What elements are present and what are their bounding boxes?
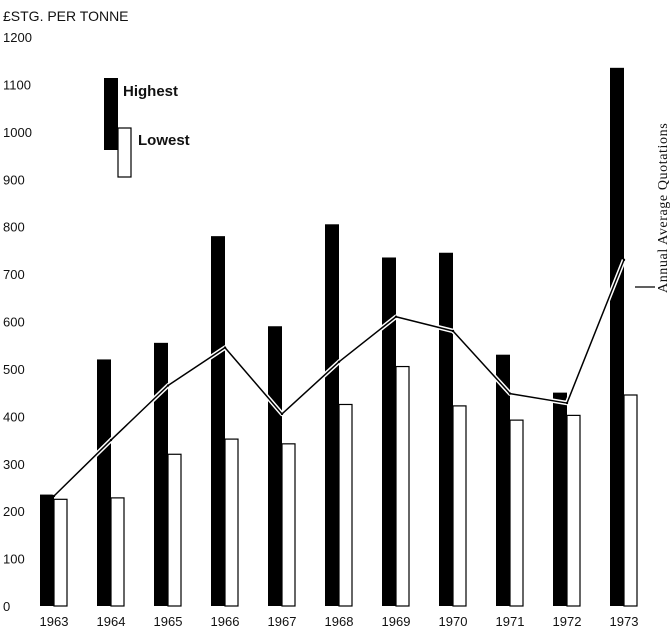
legend-swatch-highest [104,78,118,150]
y-tick-label: 100 [3,552,25,567]
y-tick-label: 500 [3,362,25,377]
x-tick-label: 1964 [97,614,126,629]
x-tick-label: 1971 [496,614,525,629]
annual-average-point [52,494,56,498]
y-tick-label: 300 [3,457,25,472]
x-tick-label: 1966 [211,614,240,629]
x-tick-label: 1972 [553,614,582,629]
bar-lowest [224,438,239,607]
bar-highest [40,494,54,606]
y-axis-title: £STG. PER TONNE [3,8,129,24]
x-tick-label: 1973 [610,614,639,629]
bar-highest [211,236,225,606]
x-tick-label: 1969 [382,614,411,629]
annual-average-point [394,315,398,318]
y-tick-label: 1200 [3,30,32,45]
bar-highest [325,224,339,606]
bar-lowest [566,414,581,607]
y-tick-label: 700 [3,267,25,282]
bar-lowest [167,453,182,607]
y-tick-label: 400 [3,409,25,424]
bar-highest [553,392,567,606]
y-tick-label: 1100 [3,77,31,92]
annual-average-point [166,384,170,387]
bar-lowest [509,419,524,607]
x-tick-label: 1965 [154,614,183,629]
bar-highest [610,67,624,607]
bar-lowest [623,394,638,607]
annual-average-point [280,412,284,416]
bar-lowest [452,405,467,607]
x-axis-ticks: 1963 1964 1965 1966 1967 1968 1969 1970 1971 1972… [40,614,639,629]
y-tick-label: 900 [3,172,25,187]
y-axis-ticks: 0 100 200 300 400 500 600 700 800 900 1000 1100 1200 [3,30,32,614]
bar-highest [97,359,111,606]
annual-average-annotation: Annual Average Quotations [635,123,671,293]
x-tick-label: 1967 [268,614,297,629]
bar-highest [496,354,510,606]
annual-average-point [337,360,341,364]
annual-average-point [565,401,569,405]
legend-label-highest: Highest [123,83,178,100]
x-tick-label: 1963 [40,614,69,629]
annual-average-point [223,346,227,349]
y-tick-label: 200 [3,504,25,519]
bar-lowest [281,443,296,607]
bar-lowest [53,498,68,607]
y-tick-label: 1000 [3,125,32,140]
highest-bars [40,67,624,607]
bar-lowest [338,403,353,607]
bar-highest [382,257,396,606]
annual-average-point [451,329,455,333]
y-tick-label: 0 [3,599,10,614]
y-tick-label: 600 [3,315,25,330]
bar-highest [154,342,168,606]
annual-average-line-group [52,258,627,498]
legend-label-lowest: Lowest [138,132,190,149]
legend: Highest Lowest [104,78,190,178]
bar-highest [268,326,282,606]
annual-average-point [622,258,626,262]
lowest-bars [53,365,638,607]
bar-highest [439,252,453,606]
x-tick-label: 1968 [325,614,354,629]
y-tick-label: 800 [3,220,25,235]
x-tick-label: 1970 [439,614,468,629]
annotation-label: Annual Average Quotations [656,123,671,293]
bar-lowest [110,497,125,607]
annual-average-point [508,392,512,395]
legend-swatch-lowest [117,127,132,178]
annual-average-point [109,438,113,442]
bar-lowest [395,365,410,607]
